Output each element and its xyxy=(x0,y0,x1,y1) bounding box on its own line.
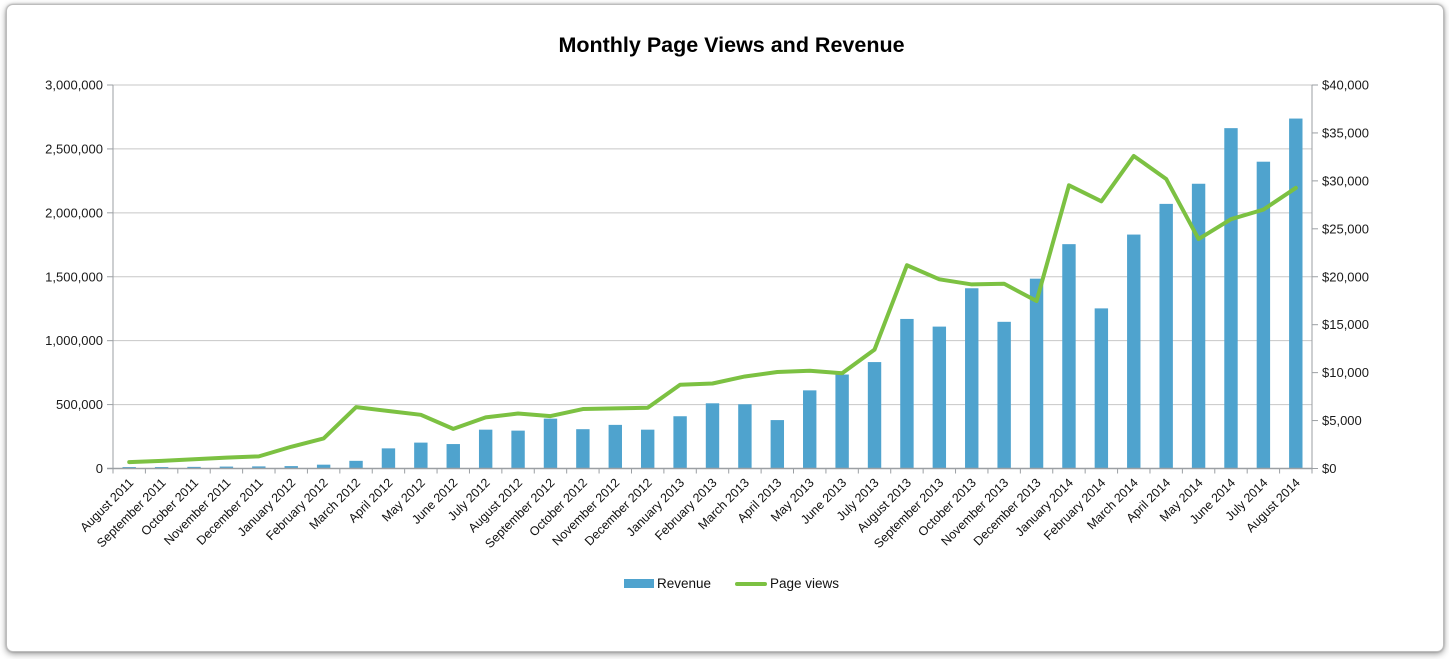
chart-title: Monthly Page Views and Revenue xyxy=(558,33,905,57)
bar-july-2014 xyxy=(1256,161,1271,469)
bar-september-2012 xyxy=(543,418,558,469)
bar-november-2013 xyxy=(997,321,1011,469)
bar-may-2014 xyxy=(1191,183,1206,469)
legend: Revenue Page views xyxy=(7,576,1443,591)
right-axis-tick-label: $15,000 xyxy=(1322,317,1369,332)
left-axis-tick-label: 3,000,000 xyxy=(45,78,103,93)
left-axis-tick-label: 0 xyxy=(96,461,103,476)
bar-may-2012 xyxy=(414,442,428,469)
legend-label-page-views: Page views xyxy=(770,576,840,591)
right-axis-tick-label: $35,000 xyxy=(1322,125,1369,140)
bar-october-2012 xyxy=(576,429,590,469)
chart-canvas: 0 500,000 1,000,000 1,500,000 2,000,000 2,500… xyxy=(45,78,1369,551)
bar-december-2012 xyxy=(640,429,655,469)
left-axis-tick-label: 2,000,000 xyxy=(45,205,103,220)
revenue-bar-swatch-icon xyxy=(623,579,654,588)
bar-july-2013 xyxy=(867,362,882,469)
left-axis-tick-label: 1,000,000 xyxy=(45,333,103,348)
screenshot-frame: Monthly Page Views and Revenue 0 500,000 1… xyxy=(6,4,1444,652)
bar-june-2013 xyxy=(835,374,849,469)
bar-february-2013 xyxy=(705,403,720,469)
right-axis-tick-label: $30,000 xyxy=(1322,173,1369,188)
left-axis-tick-label: 1,500,000 xyxy=(45,269,103,284)
legend-label-revenue: Revenue xyxy=(656,576,711,591)
bar-february-2014 xyxy=(1094,308,1109,469)
bar-december-2011 xyxy=(252,466,266,469)
legend-item-page-views: Page views xyxy=(735,576,839,591)
bar-november-2011 xyxy=(219,466,234,469)
bar-november-2012 xyxy=(608,424,622,469)
page-views-line-swatch-icon xyxy=(735,581,767,586)
bar-august-2012 xyxy=(511,430,525,469)
bar-january-2013 xyxy=(673,416,687,469)
page-views-line xyxy=(127,153,1298,465)
right-axis-tick-label: $25,000 xyxy=(1322,221,1369,236)
right-axis-tick-label: $10,000 xyxy=(1322,365,1369,380)
right-axis-tick-label: $5,000 xyxy=(1322,413,1362,428)
left-axis-tick-label: 500,000 xyxy=(56,397,103,412)
bar-december-2013 xyxy=(1029,278,1044,469)
bar-october-2011 xyxy=(187,466,201,469)
bar-july-2012 xyxy=(478,429,493,469)
bar-june-2012 xyxy=(446,444,460,469)
bar-september-2013 xyxy=(932,326,947,469)
bar-october-2013 xyxy=(965,288,979,469)
bar-may-2013 xyxy=(803,390,817,469)
right-axis-tick-label: $0 xyxy=(1322,461,1336,476)
bar-april-2012 xyxy=(381,448,396,469)
bar-march-2014 xyxy=(1127,234,1141,469)
bar-january-2012 xyxy=(284,466,298,469)
bar-april-2013 xyxy=(770,420,785,469)
bar-august-2014 xyxy=(1289,118,1303,469)
bar-april-2014 xyxy=(1159,203,1173,469)
bar-june-2014 xyxy=(1224,128,1238,469)
left-axis-tick-label: 2,500,000 xyxy=(45,141,103,156)
legend-item-revenue: Revenue xyxy=(623,576,711,591)
right-axis-tick-label: $20,000 xyxy=(1322,269,1369,284)
bar-february-2012 xyxy=(316,464,331,469)
bar-august-2013 xyxy=(900,318,914,469)
right-axis-tick-label: $40,000 xyxy=(1322,78,1369,93)
bar-march-2013 xyxy=(738,404,752,469)
bar-january-2014 xyxy=(1062,244,1076,469)
bar-march-2012 xyxy=(349,460,363,469)
